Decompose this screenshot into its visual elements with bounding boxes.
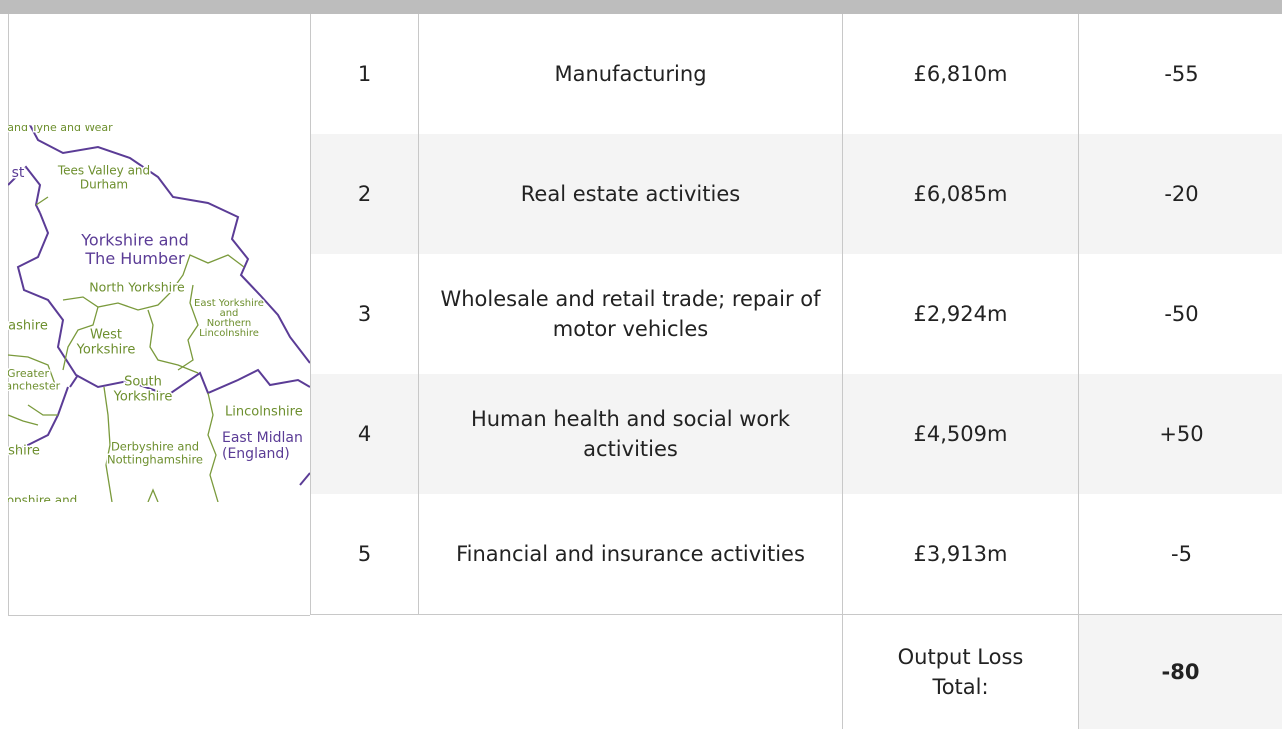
map-label: South: [124, 375, 162, 390]
change-cell: -50: [1078, 254, 1282, 375]
map-label: East Midlan: [222, 430, 303, 446]
map-label: Derbyshire and: [111, 440, 199, 454]
top-bar: [0, 0, 1282, 14]
rank: 2: [357, 181, 372, 206]
rank-cell: 3: [310, 254, 418, 375]
rank: 4: [357, 421, 372, 446]
output-cell: £3,913m: [842, 494, 1078, 615]
rank-cell: 1: [310, 14, 418, 135]
map-label: and: [220, 308, 239, 319]
map-label: Yorkshire: [113, 389, 173, 404]
sector: Financial and insurance activities: [456, 541, 805, 566]
rank: 1: [357, 61, 372, 86]
change-cell: +50: [1078, 374, 1282, 495]
output: £4,509m: [913, 421, 1008, 446]
map-label: Lincolnshire: [225, 405, 303, 420]
output: £2,924m: [913, 301, 1008, 326]
map-label: West: [90, 328, 122, 343]
change-cell: -55: [1078, 14, 1282, 135]
map-label: ashire: [8, 319, 48, 334]
rank: 3: [357, 301, 372, 326]
change: -5: [1171, 541, 1192, 566]
sector-cell: Real estate activities: [418, 134, 842, 255]
total-cell: -80: [1078, 615, 1282, 729]
sector-cell: Human health and social work activities: [418, 374, 842, 495]
map: and Tyne and Wear st Tees Valley andDurham…: [8, 125, 310, 502]
rank-cell: 2: [310, 134, 418, 255]
total-label-cell: Output Loss Total:: [842, 615, 1078, 729]
total-label: Output Loss Total:: [897, 644, 1024, 699]
change: -50: [1164, 301, 1199, 326]
sector-cell: Wholesale and retail trade; repair of mo…: [418, 254, 842, 375]
map-label: opshire and: [8, 494, 77, 503]
map-label: Greater: [8, 367, 49, 380]
map-label: North Yorkshire: [89, 280, 185, 295]
sector-cell: Financial and insurance activities: [418, 494, 842, 615]
map-label: shire: [8, 444, 40, 459]
change-cell: -20: [1078, 134, 1282, 255]
map-label: Manchester: [8, 380, 61, 393]
map-label: Lincolnshire: [199, 328, 259, 339]
map-label: and Tyne and Wear: [8, 125, 113, 134]
map-label: Durham: [80, 177, 128, 191]
sector: Wholesale and retail trade; repair of mo…: [440, 286, 821, 341]
sector: Human health and social work activities: [470, 406, 791, 461]
output-cell: £6,085m: [842, 134, 1078, 255]
map-label: Yorkshire: [76, 342, 136, 357]
map-label: Northern: [207, 318, 251, 329]
change-cell: -5: [1078, 494, 1282, 615]
output-cell: £4,509m: [842, 374, 1078, 495]
change: -55: [1164, 61, 1199, 86]
change: +50: [1159, 421, 1204, 446]
output: £6,085m: [913, 181, 1008, 206]
output: £6,810m: [913, 61, 1008, 86]
sector: Real estate activities: [520, 181, 741, 206]
output: £3,913m: [913, 541, 1008, 566]
rank-cell: 4: [310, 374, 418, 495]
map-label: st: [12, 165, 25, 181]
rank-cell: 5: [310, 494, 418, 615]
map-label: Tees Valley and: [57, 164, 150, 178]
output-cell: £6,810m: [842, 14, 1078, 135]
map-label: The Humber: [84, 249, 185, 268]
sector: Manufacturing: [554, 61, 707, 86]
output-cell: £2,924m: [842, 254, 1078, 375]
map-label: Yorkshire and: [80, 231, 188, 250]
change: -20: [1164, 181, 1199, 206]
map-label: (England): [222, 446, 290, 462]
sector-cell: Manufacturing: [418, 14, 842, 135]
map-cell: [8, 14, 310, 616]
map-label: Nottinghamshire: [107, 453, 203, 467]
map-label: East Yorkshire: [194, 298, 264, 309]
total: -80: [1161, 659, 1200, 684]
rank: 5: [357, 541, 372, 566]
